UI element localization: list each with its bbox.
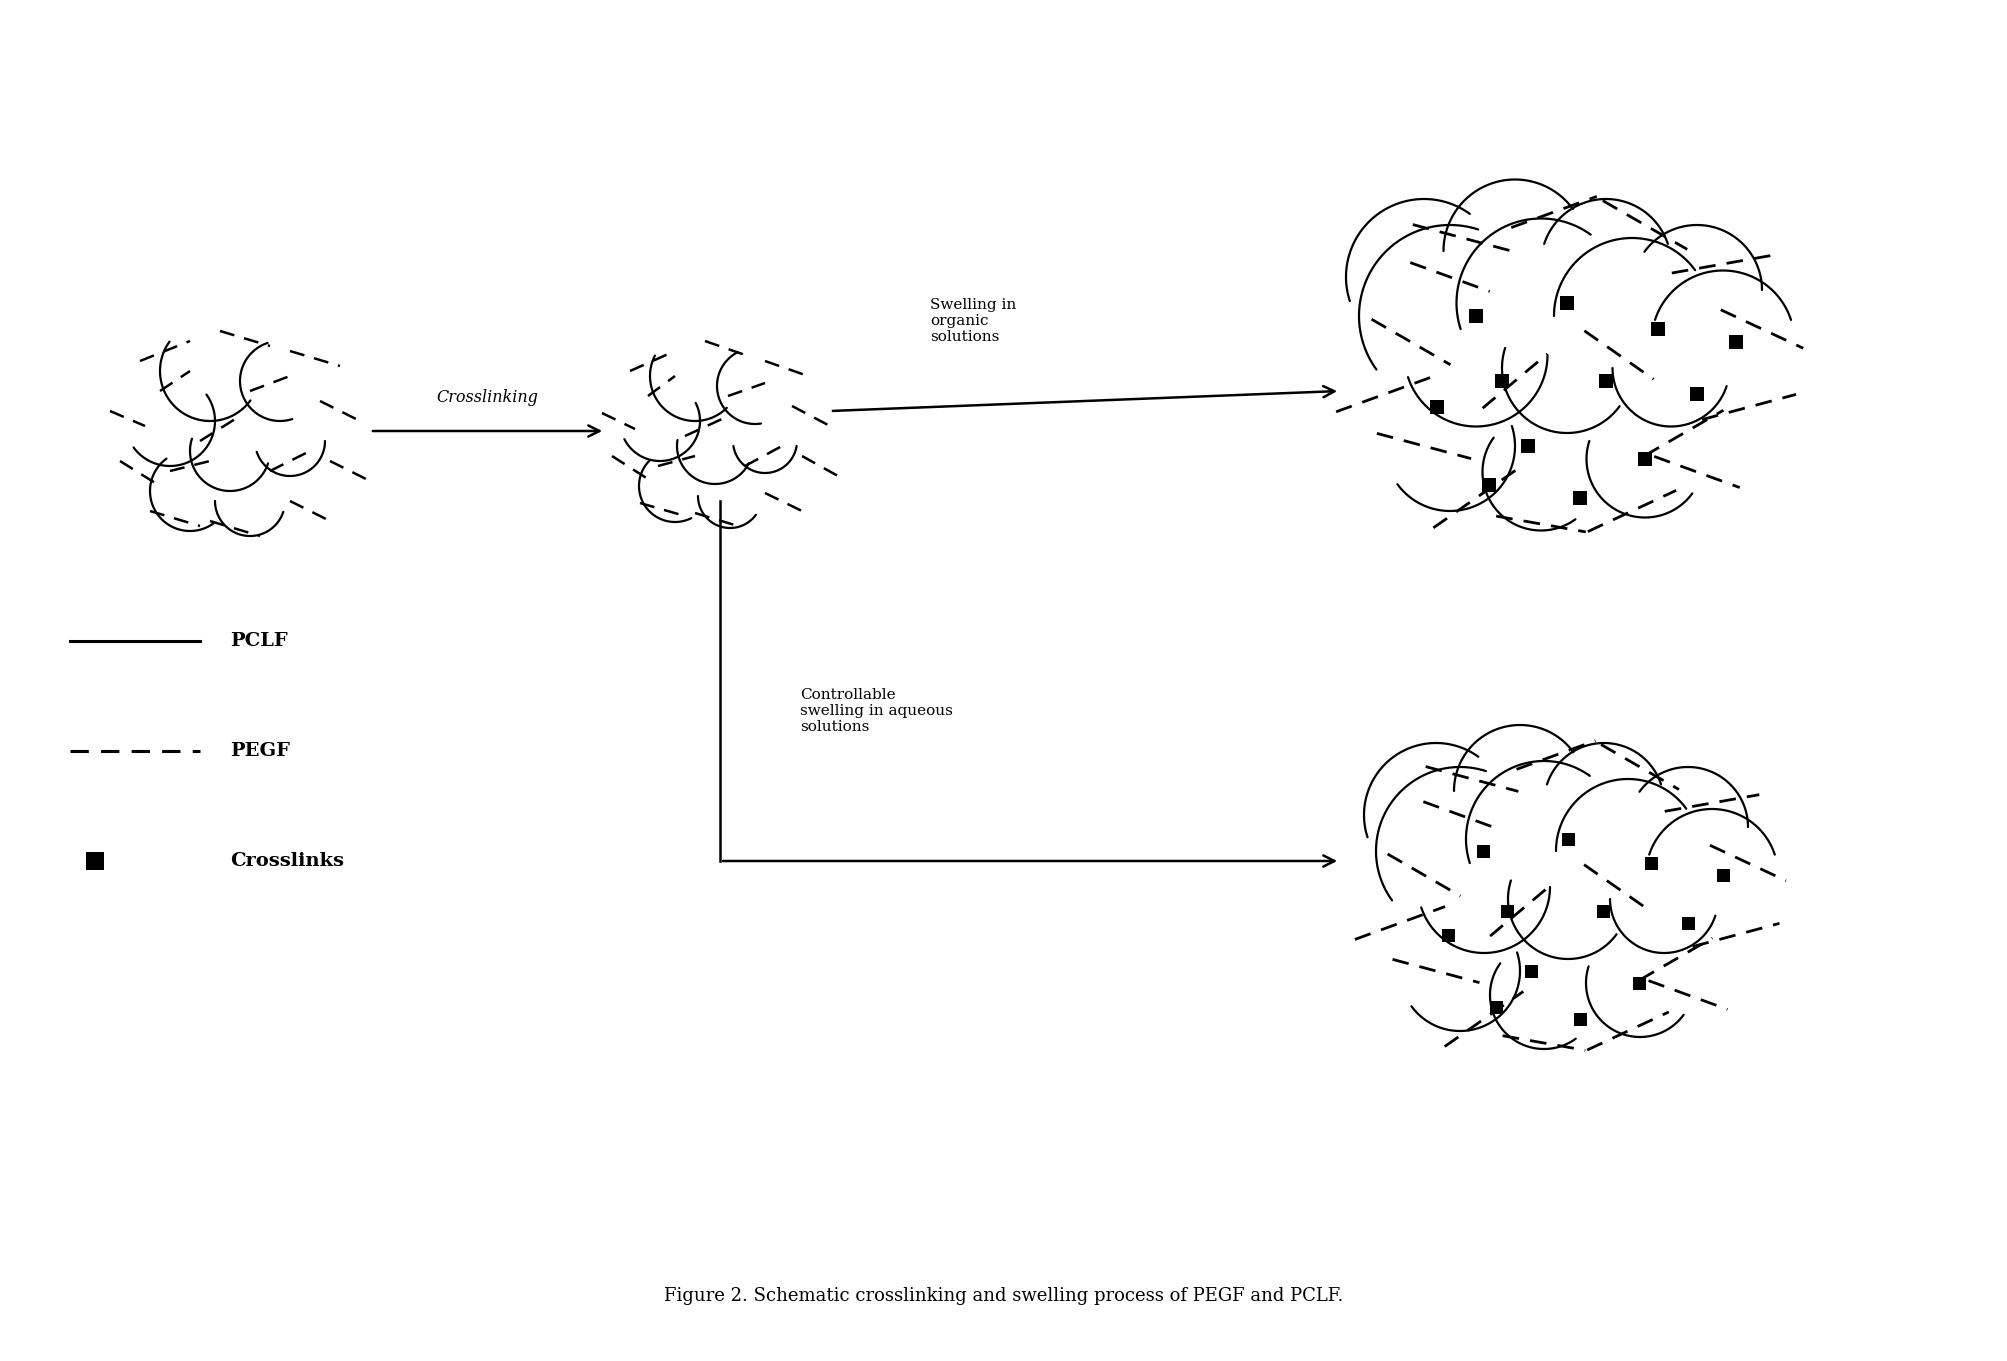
Text: PCLF: PCLF — [231, 632, 287, 651]
Bar — [1650, 323, 1664, 336]
Bar — [1495, 374, 1507, 388]
Text: Controllable
swelling in aqueous
solutions: Controllable swelling in aqueous solutio… — [799, 687, 953, 734]
Bar — [1489, 1000, 1501, 1014]
Bar — [1573, 1013, 1586, 1025]
Bar — [1728, 335, 1742, 348]
Bar — [1571, 491, 1586, 505]
Text: Figure 2. Schematic crosslinking and swelling process of PEGF and PCLF.: Figure 2. Schematic crosslinking and swe… — [664, 1288, 1343, 1305]
Bar — [1429, 400, 1443, 414]
Bar — [1680, 916, 1694, 930]
Text: Crosslinks: Crosslinks — [231, 852, 343, 870]
Bar — [1481, 478, 1495, 491]
Bar — [1477, 844, 1489, 857]
Bar — [1525, 965, 1537, 977]
Bar — [86, 852, 104, 870]
Bar — [1598, 374, 1612, 388]
Bar — [1632, 976, 1646, 989]
Bar — [1638, 452, 1652, 465]
Bar — [1559, 295, 1573, 310]
Bar — [1598, 905, 1610, 917]
Bar — [1561, 833, 1573, 845]
Text: PEGF: PEGF — [231, 742, 289, 759]
Bar — [1644, 856, 1658, 870]
Bar — [1716, 868, 1730, 882]
Text: Swelling in
organic
solutions: Swelling in organic solutions — [929, 298, 1016, 344]
Bar — [1469, 309, 1483, 323]
Bar — [1519, 440, 1533, 453]
Bar — [1690, 387, 1704, 401]
Bar — [1441, 928, 1453, 942]
Bar — [1501, 905, 1513, 917]
Text: Crosslinking: Crosslinking — [436, 389, 538, 406]
